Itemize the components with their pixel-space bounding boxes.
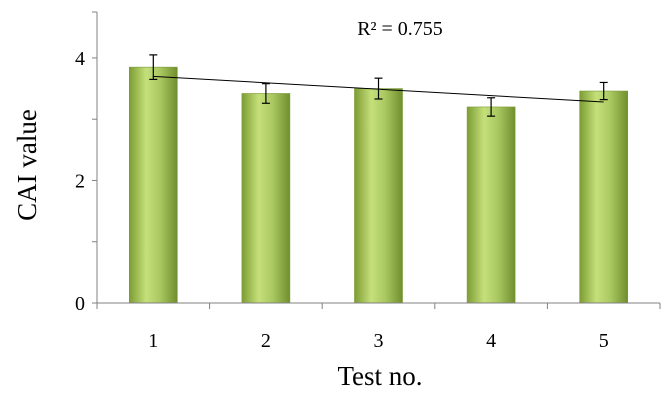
x-tick-label: 4 <box>486 330 496 352</box>
r-squared-annotation: R² = 0.755 <box>357 18 443 40</box>
y-tick-label: 2 <box>75 170 85 192</box>
bars-layer <box>129 66 629 304</box>
x-tick-label: 2 <box>261 330 271 352</box>
error-bars-layer <box>149 54 608 117</box>
bar-2 <box>241 93 291 304</box>
y-tick-label: 0 <box>75 293 85 315</box>
error-bar-5 <box>599 81 608 101</box>
bar-3 <box>354 88 403 304</box>
axes-layer <box>96 12 660 304</box>
x-tick-label: 1 <box>148 330 158 352</box>
ticks-layer: 0 2 4 1 2 3 4 5 <box>75 11 661 352</box>
trendline-layer <box>153 75 604 103</box>
x-tick-label: 5 <box>599 330 609 352</box>
error-bar-2 <box>261 83 270 104</box>
y-tick-label: 4 <box>75 48 85 70</box>
trendline <box>153 75 604 103</box>
bar-1 <box>129 66 178 304</box>
bar-5 <box>579 90 629 304</box>
error-bar-4 <box>487 97 496 117</box>
error-bar-3 <box>374 77 383 100</box>
error-bar-1 <box>149 54 158 80</box>
bar-4 <box>466 106 516 304</box>
x-tick-label: 3 <box>374 330 384 352</box>
y-axis-label: CAI value <box>12 109 42 221</box>
x-axis-label: Test no. <box>337 361 422 391</box>
